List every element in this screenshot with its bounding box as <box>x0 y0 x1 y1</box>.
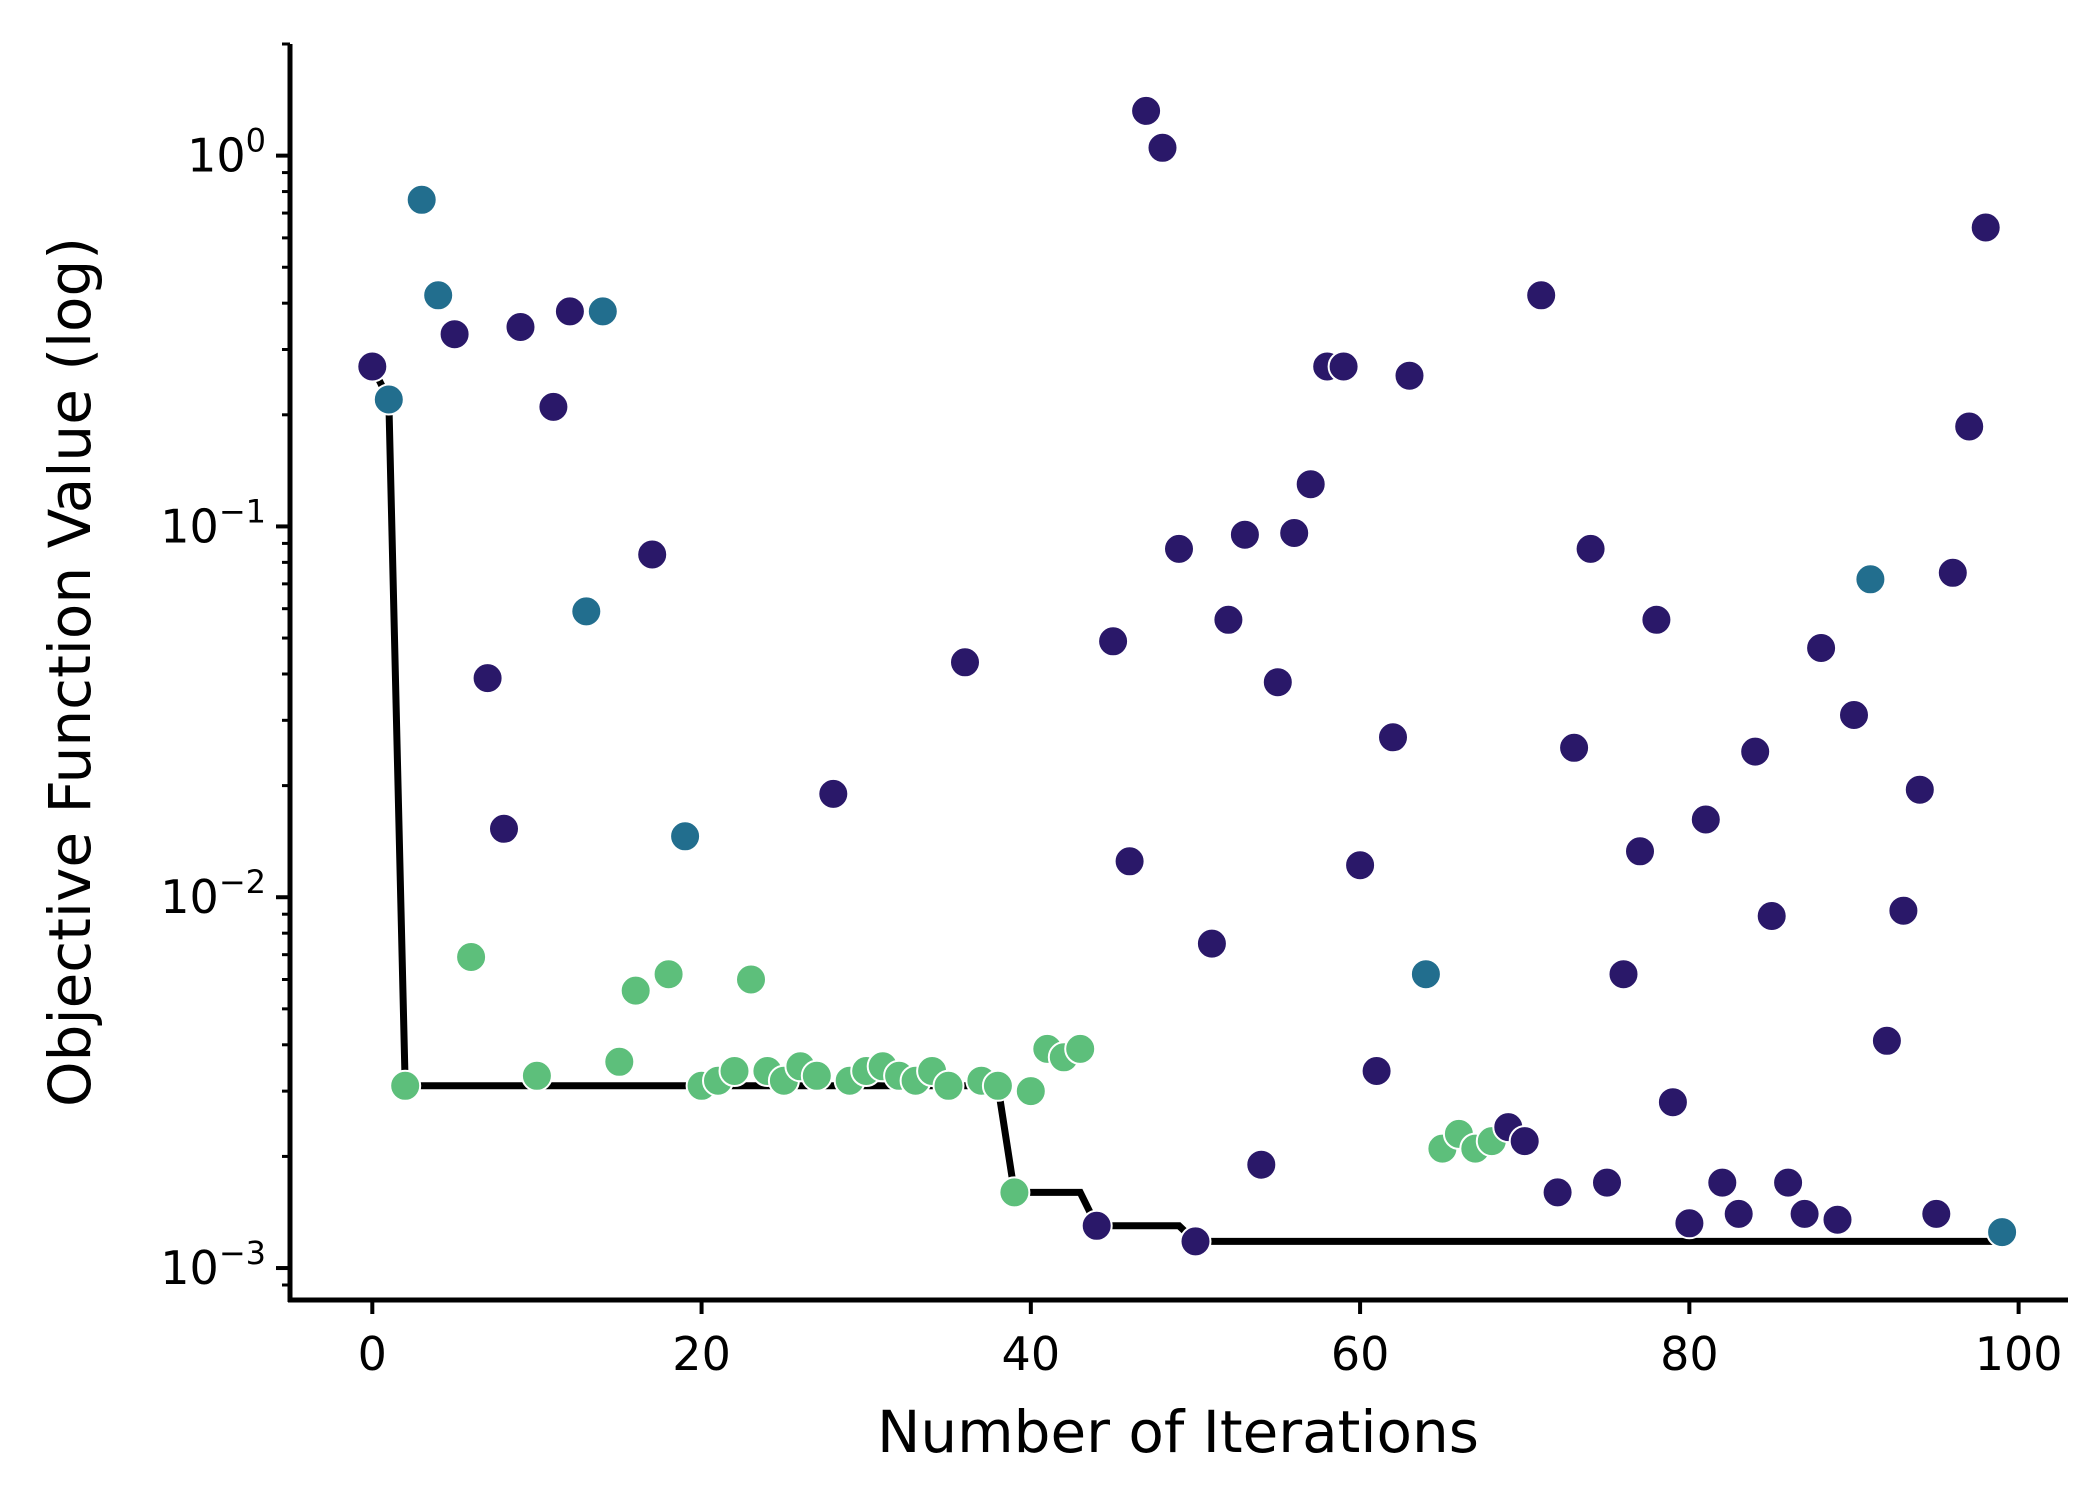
scatter-point <box>1805 632 1838 664</box>
scatter-point <box>1097 625 1130 658</box>
ticks: 0 20 40 60 80 100 10−3 10−2 10−1 100 <box>160 42 2063 1381</box>
y-tick-label: 10−3 <box>160 1234 266 1295</box>
scatter-point <box>1722 1197 1755 1230</box>
scatter-point <box>1689 803 1722 836</box>
scatter-point <box>669 820 702 853</box>
scatter-point <box>1739 735 1772 768</box>
scatter-point <box>455 941 488 973</box>
y-tick-label: 100 <box>187 122 266 183</box>
scatter-point <box>1920 1197 1953 1230</box>
scatter-point <box>1377 721 1409 754</box>
x-tick-label: 0 <box>358 1327 387 1381</box>
scatter-point <box>1228 518 1261 551</box>
best-so-far-line <box>369 364 2003 1245</box>
scatter-point <box>471 662 504 695</box>
scatter-point <box>504 311 537 343</box>
scatter-point <box>1887 894 1920 927</box>
scatter-point <box>1195 927 1228 960</box>
scatter-point <box>1393 359 1426 392</box>
scatter-point <box>1508 1125 1541 1158</box>
scatter-point <box>553 295 586 328</box>
scatter-point <box>1772 1166 1805 1199</box>
scatter-point <box>1212 603 1245 636</box>
scatter-point <box>1788 1197 1821 1230</box>
scatter-point <box>1870 1024 1903 1057</box>
scatter-point <box>932 1069 965 1102</box>
scatter-point <box>1936 556 1969 589</box>
scatter-point <box>1821 1203 1854 1236</box>
scatter-point <box>603 1045 636 1078</box>
scatter-point <box>1261 666 1294 699</box>
scatter-point <box>652 958 685 991</box>
scatter-point <box>372 383 405 416</box>
scatter-point <box>1838 699 1870 731</box>
scatter-point <box>800 1059 833 1092</box>
scatter-point <box>1113 845 1146 878</box>
x-tick-label: 60 <box>1331 1327 1390 1381</box>
scatter-point <box>520 1059 553 1092</box>
scatter-point <box>1130 94 1163 127</box>
scatter-point <box>1179 1225 1212 1258</box>
scatter-point <box>1163 532 1195 565</box>
scatter-point <box>1640 603 1673 636</box>
scatter-point <box>1014 1075 1047 1108</box>
scatter-point <box>1245 1148 1278 1181</box>
scatter-point <box>1409 958 1442 991</box>
scatter-point <box>1525 279 1558 312</box>
scatter-point <box>981 1069 1014 1102</box>
scatter-point <box>1541 1176 1574 1209</box>
x-axis-title: Number of Iterations <box>877 1398 1479 1466</box>
scatter-point <box>1294 468 1327 501</box>
scatter-point <box>1591 1166 1623 1199</box>
scatter-point <box>817 777 850 810</box>
x-tick-label: 100 <box>1975 1327 2063 1381</box>
scatter-point <box>1755 900 1788 932</box>
axes <box>287 44 2068 1303</box>
scatter-point <box>438 318 471 351</box>
scatter-point <box>570 595 603 628</box>
scatter-point <box>1360 1055 1393 1087</box>
x-tick-label: 20 <box>672 1327 731 1381</box>
scatter-point <box>1146 131 1179 164</box>
scatter-point <box>735 963 767 996</box>
scatter-point <box>1064 1032 1097 1065</box>
x-tick-label: 40 <box>1002 1327 1061 1381</box>
scatter-point <box>998 1176 1031 1209</box>
scatter-point <box>1656 1086 1689 1119</box>
scatter-point <box>949 646 981 679</box>
y-axis-title: Objective Function Value (log) <box>36 237 104 1107</box>
scatter-point <box>1624 835 1656 868</box>
plot-area <box>356 94 2019 1258</box>
scatter-point <box>405 183 438 216</box>
scatter-point <box>1854 563 1887 596</box>
scatter-point <box>619 974 652 1007</box>
scatter-point <box>488 812 520 845</box>
scatter-point <box>389 1069 422 1102</box>
scatter-point <box>1278 517 1311 549</box>
scatter-point <box>1327 350 1360 383</box>
scatter-point <box>1986 1216 2019 1249</box>
scatter-point <box>537 390 570 423</box>
x-tick-label: 80 <box>1660 1327 1719 1381</box>
scatter-point <box>1903 773 1936 806</box>
scatter-point <box>1344 849 1377 882</box>
scatter-point <box>356 350 389 383</box>
scatter-point <box>1673 1207 1706 1240</box>
scatter-point <box>422 279 455 312</box>
scatter-point <box>1953 410 1986 443</box>
scatter-point <box>1969 211 2002 244</box>
scatter-point <box>1558 731 1591 764</box>
scatter-point <box>718 1055 751 1087</box>
scatter-point <box>1706 1166 1739 1199</box>
scatter-point <box>586 295 619 328</box>
scatter-point <box>1574 532 1607 565</box>
y-tick-label: 10−1 <box>160 492 266 553</box>
scatter-point <box>1607 958 1640 991</box>
y-tick-label: 10−2 <box>160 863 266 924</box>
scatter-point <box>1080 1209 1113 1242</box>
scatter-point <box>636 538 669 571</box>
